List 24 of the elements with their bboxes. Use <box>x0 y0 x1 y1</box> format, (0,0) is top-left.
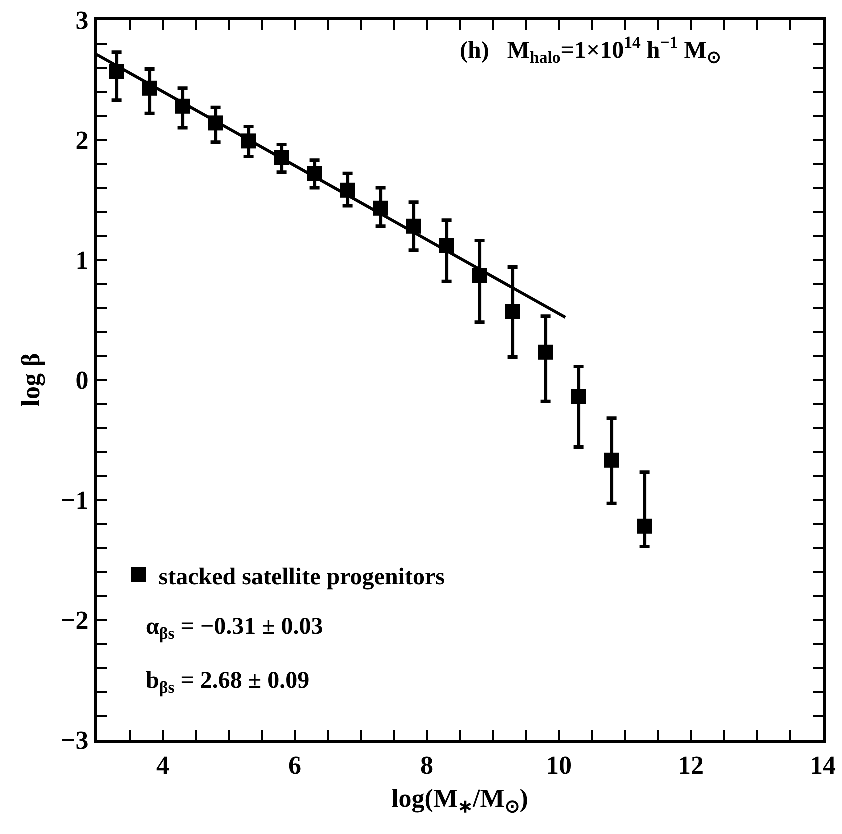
y-tick-label: −1 <box>60 486 89 516</box>
point <box>637 518 652 534</box>
point <box>571 389 586 404</box>
x-tick-label: 12 <box>678 751 704 780</box>
annotation: α$_{βs}$ = −0.31 ± 0.03 <box>146 614 324 644</box>
y-tick-label: −2 <box>60 606 89 636</box>
y-axis-title: log β <box>16 353 46 407</box>
y-tick-label: −3 <box>60 726 89 756</box>
point <box>505 304 520 320</box>
y-tick-label: 2 <box>76 126 89 156</box>
x-tick-label: 10 <box>546 751 572 780</box>
point <box>604 452 620 468</box>
legend-label: stacked satellite progenitors <box>158 564 445 590</box>
y-tick-label: 3 <box>76 6 89 36</box>
x-tick-label: 4 <box>156 751 170 780</box>
x-tick-label: 14 <box>810 751 836 780</box>
y-tick-label: 1 <box>76 246 89 276</box>
point <box>538 344 554 360</box>
y-tick-label: 0 <box>76 366 89 396</box>
x-tick-label: 8 <box>420 751 434 780</box>
x-axis-title: log(M$_{∗}$/M$_{⊙}$) <box>392 784 528 816</box>
x-tick-label: 6 <box>288 751 302 780</box>
annotation: b$_{βs}$ = 2.68 ± 0.09 <box>146 668 310 698</box>
text: (h) M$_{halo}$=1×10$^{14}$ h$^{−1}$ M$_{⊙}$ <box>460 33 721 68</box>
